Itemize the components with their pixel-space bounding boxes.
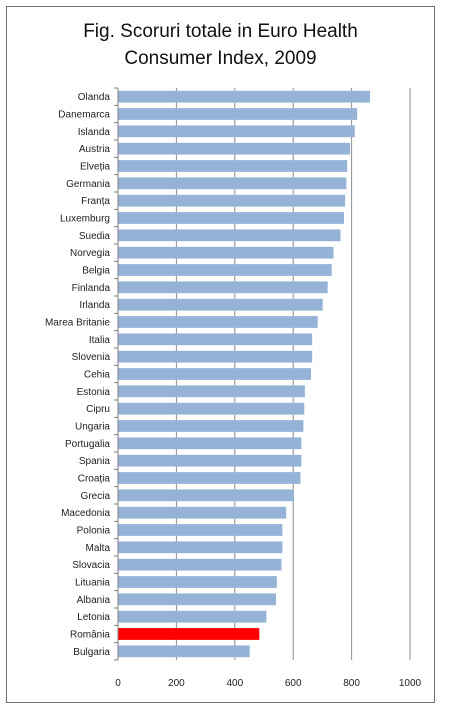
bar-31 [118, 628, 260, 640]
bar-18 [118, 402, 305, 415]
category-label-5: Germania [66, 179, 110, 190]
category-label-30: Letonia [77, 612, 110, 623]
category-label-15: Slovenia [72, 352, 111, 363]
bar-7 [118, 212, 345, 224]
category-label-20: Portugalia [65, 439, 110, 450]
bar-15 [118, 350, 313, 363]
category-label-13: Marea Britanie [45, 318, 110, 329]
bar-16 [118, 368, 312, 380]
category-label-23: Grecia [81, 491, 111, 502]
category-label-28: Lituania [75, 578, 110, 589]
bar-26 [118, 541, 283, 554]
category-label-27: Slovacia [72, 560, 110, 571]
bar-32 [118, 645, 250, 658]
bar-12 [118, 298, 323, 311]
bar-30 [118, 610, 267, 623]
category-label-29: Albania [77, 595, 111, 606]
bar-24 [118, 506, 287, 519]
bar-28 [118, 576, 277, 588]
category-label-22: Croația [78, 474, 111, 485]
bar-4 [118, 160, 348, 172]
x-tick-label-2: 400 [226, 678, 243, 689]
category-label-24: Macedonia [61, 508, 110, 519]
category-label-31: România [70, 630, 110, 641]
bar-10 [118, 264, 332, 276]
bar-22 [118, 472, 301, 484]
category-label-11: Finlanda [72, 283, 111, 294]
category-label-0: Olanda [78, 92, 111, 103]
bar-5 [118, 177, 347, 190]
category-label-18: Cipru [86, 404, 110, 415]
category-label-6: Franța [81, 196, 110, 207]
x-tick-label-4: 800 [343, 678, 360, 689]
category-label-26: Malta [86, 543, 111, 554]
category-label-12: Irlanda [79, 300, 110, 311]
category-label-10: Belgia [82, 266, 110, 277]
bar-3 [118, 142, 351, 155]
bar-17 [118, 385, 305, 398]
bar-13 [118, 316, 318, 328]
category-label-9: Norvegia [70, 248, 110, 259]
bar-0 [118, 90, 370, 103]
chart-title: Fig. Scoruri totale in Euro Health Consu… [6, 18, 435, 72]
bar-20 [118, 437, 302, 450]
category-label-2: Islanda [78, 127, 111, 138]
bar-14 [118, 333, 313, 346]
category-label-14: Italia [89, 335, 111, 346]
x-tick-label-3: 600 [285, 678, 302, 689]
bar-29 [118, 593, 276, 606]
category-label-7: Luxemburg [60, 214, 110, 225]
bar-19 [118, 420, 304, 432]
x-tick-label-1: 200 [168, 678, 185, 689]
category-label-1: Danemarca [58, 110, 110, 121]
x-tick-label-5: 1000 [399, 678, 422, 689]
bar-23 [118, 489, 295, 502]
category-label-3: Austria [79, 144, 111, 155]
category-label-17: Estonia [77, 387, 111, 398]
category-label-16: Cehia [84, 370, 111, 381]
bar-9 [118, 246, 334, 259]
bar-6 [118, 194, 346, 207]
x-tick-label-0: 0 [115, 678, 121, 689]
category-label-21: Spania [79, 456, 111, 467]
bar-2 [118, 125, 355, 138]
bar-1 [118, 108, 358, 120]
bar-27 [118, 558, 282, 571]
category-label-8: Suedia [79, 231, 111, 242]
chart-frame [6, 6, 435, 703]
category-label-4: Elveția [80, 162, 110, 173]
bar-25 [118, 524, 283, 536]
category-label-32: Bulgaria [73, 647, 110, 658]
bar-21 [118, 454, 302, 467]
bar-11 [118, 281, 328, 294]
chart-title-line-1: Fig. Scoruri totale in Euro Health [83, 21, 358, 42]
category-label-19: Ungaria [75, 422, 110, 433]
chart-title-line-2: Consumer Index, 2009 [124, 48, 317, 69]
bar-8 [118, 229, 341, 242]
category-label-25: Polonia [77, 526, 111, 537]
